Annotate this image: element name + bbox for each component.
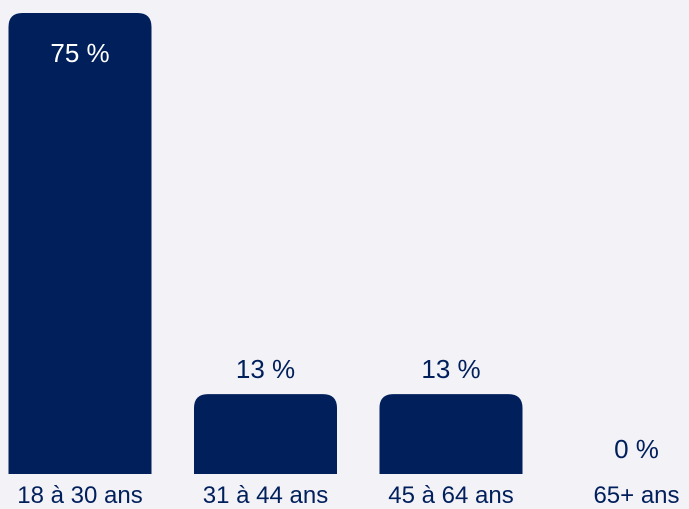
value-label-1: 75 % <box>50 38 109 68</box>
bar-1 <box>8 13 152 474</box>
bars-group <box>8 13 523 474</box>
bar-3 <box>379 394 523 474</box>
value-labels-group: 75 % 13 % 13 % 0 % <box>50 38 659 464</box>
category-label-3: 45 à 64 ans <box>388 482 513 509</box>
bar-2 <box>194 394 337 474</box>
category-labels-group: 18 à 30 ans 31 à 44 ans 45 à 64 ans 65+ ans <box>17 482 679 509</box>
category-label-2: 31 à 44 ans <box>203 482 328 509</box>
category-label-1: 18 à 30 ans <box>17 482 142 509</box>
value-label-4: 0 % <box>614 434 659 464</box>
value-label-2: 13 % <box>236 354 295 384</box>
value-label-3: 13 % <box>421 354 480 384</box>
category-label-4: 65+ ans <box>593 482 679 509</box>
